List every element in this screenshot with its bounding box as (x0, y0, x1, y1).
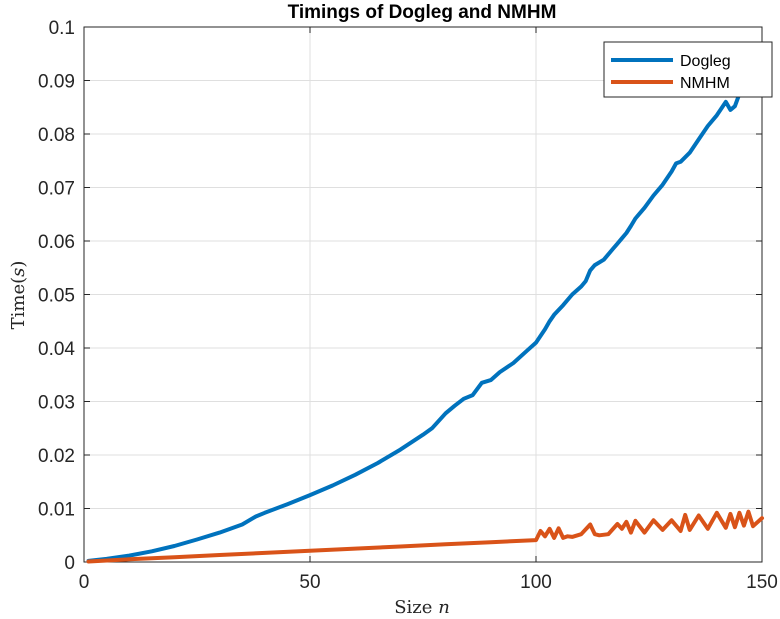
y-tick-label: 0.02 (38, 446, 75, 467)
x-tick-label: 50 (299, 572, 320, 593)
y-tick-label: 0.08 (38, 125, 75, 146)
y-tick-label: 0.04 (38, 339, 75, 360)
tick-labels: 0 50 100 150 0 0.01 0.02 0.03 0.04 0.05 0.06 0.07 0.… (38, 18, 778, 593)
x-tick-label: 100 (520, 572, 552, 593)
legend: Dogleg NMHM (603, 41, 773, 98)
x-axis-label-symbol: n (438, 597, 450, 618)
series-line-nmhm (86, 509, 764, 564)
legend-label-nmhm: NMHM (680, 75, 730, 92)
y-tick-label: 0 (64, 553, 75, 574)
x-axis-label: Size n (394, 597, 450, 618)
x-axis-label-word: Size (394, 597, 432, 618)
y-tick-label: 0.05 (38, 286, 75, 307)
y-tick-label: 0.06 (38, 232, 75, 253)
chart-title: Timings of Dogleg and NMHM (288, 2, 557, 23)
x-tick-label: 0 (79, 572, 90, 593)
series-lines (86, 67, 764, 564)
y-tick-label: 0.03 (38, 393, 75, 414)
y-axis-label-symbol: s (8, 268, 29, 277)
x-tick-label: 150 (746, 572, 778, 593)
y-tick-label: 0.01 (38, 500, 75, 521)
y-tick-label: 0.07 (38, 179, 75, 200)
y-tick-label: 0.09 (38, 72, 75, 93)
series-line-dogleg (86, 67, 764, 563)
legend-label-dogleg: Dogleg (680, 53, 731, 70)
y-tick-label: 0.1 (49, 18, 75, 39)
legend-box (603, 41, 773, 98)
y-axis-label-word: Time (8, 284, 29, 329)
y-axis-label: Time(s) (8, 261, 29, 330)
